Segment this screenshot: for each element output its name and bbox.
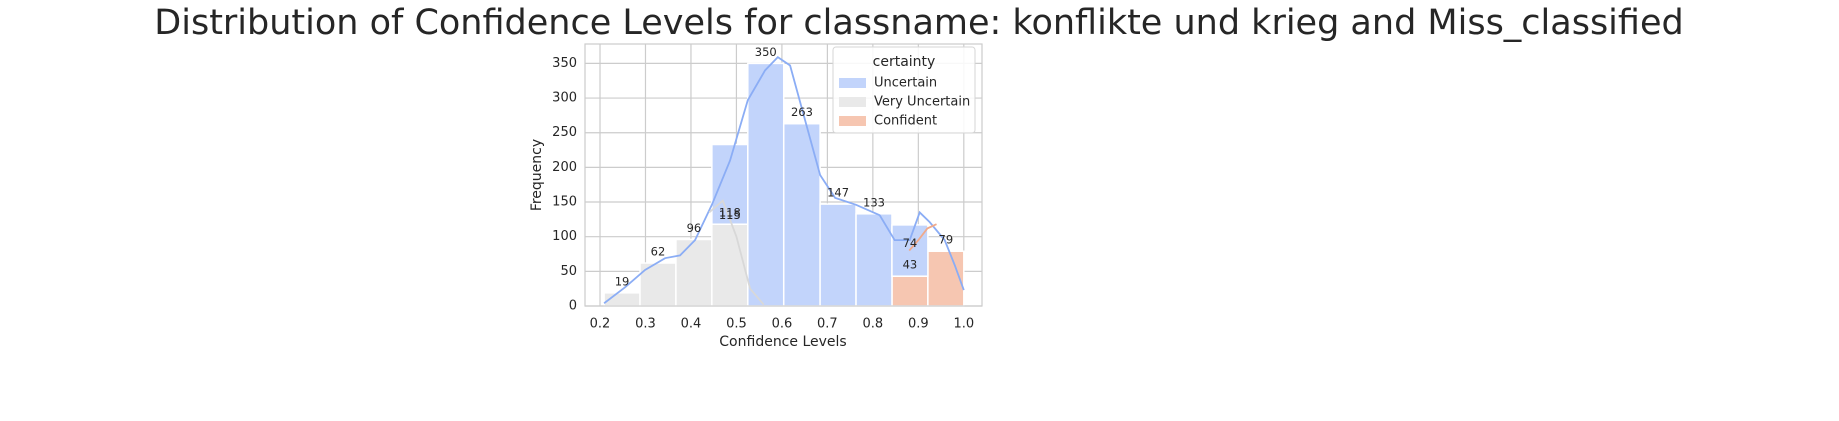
data-label: 118 (719, 206, 741, 220)
y-axis-label: Frequency (529, 139, 545, 211)
data-label: 350 (755, 45, 777, 59)
y-tick-label: 250 (552, 125, 577, 140)
plot-border (584, 43, 983, 307)
data-label: 115 (719, 208, 741, 222)
legend: certainty Uncertain Very Uncertain Confiden… (832, 46, 976, 134)
x-tick-label: 0.4 (681, 317, 702, 332)
legend-label: Confident (874, 114, 937, 129)
x-tick-label: 0.8 (863, 317, 884, 332)
data-label: 147 (827, 186, 849, 200)
data-label: 263 (791, 105, 813, 119)
data-label: 79 (939, 233, 954, 247)
x-tick-label: 0.6 (772, 317, 793, 332)
y-tick-label: 300 (552, 91, 577, 106)
chart-title: Distribution of Confidence Levels for cl… (154, 3, 1683, 43)
bar (747, 62, 785, 307)
bar (819, 203, 857, 307)
y-tick-label: 150 (552, 195, 577, 210)
bar (855, 213, 893, 307)
kde-line (603, 56, 965, 304)
legend-swatch (839, 116, 866, 126)
data-label: 43 (903, 258, 918, 272)
legend-swatch (839, 78, 866, 88)
x-tick-label: 0.3 (635, 317, 656, 332)
data-label: 19 (615, 274, 630, 288)
x-axis-label: Confidence Levels (719, 334, 846, 350)
legend-label: Very Uncertain (874, 95, 970, 110)
y-tick-label: 100 (552, 229, 577, 244)
x-tick-label: 0.9 (908, 317, 929, 332)
data-label: 96 (687, 221, 702, 235)
bar (891, 275, 929, 307)
legend-title: certainty (873, 54, 936, 70)
bar (711, 223, 749, 307)
x-tick-label: 0.5 (726, 317, 747, 332)
y-tick-label: 350 (552, 56, 577, 71)
legend-label: Uncertain (874, 76, 937, 91)
y-tick-label: 50 (560, 264, 577, 279)
bar (675, 238, 713, 307)
bar (927, 250, 965, 307)
bar (782, 122, 821, 307)
kde-line (708, 199, 765, 306)
kde-line (908, 223, 937, 252)
legend-swatch (839, 97, 866, 107)
x-tick-label: 1.0 (953, 317, 974, 332)
x-tick-label: 0.2 (590, 317, 611, 332)
y-tick-label: 0 (569, 299, 577, 314)
legend-box (832, 46, 976, 134)
y-tick-label: 200 (552, 160, 577, 175)
x-tick-label: 0.7 (817, 317, 838, 332)
data-label: 133 (863, 195, 885, 209)
bar (711, 143, 749, 225)
data-label: 62 (651, 245, 666, 259)
data-label: 74 (903, 236, 918, 250)
